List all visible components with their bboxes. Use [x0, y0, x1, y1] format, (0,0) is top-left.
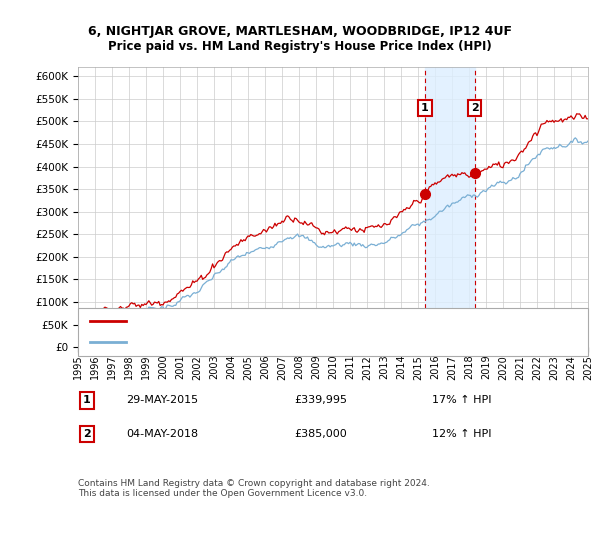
Bar: [425, 67, 475, 347]
Text: HPI: Average price, detached house, East Suffolk: HPI: Average price, detached house, East…: [135, 337, 373, 347]
Text: Contains HM Land Registry data © Crown copyright and database right 2024.
This d: Contains HM Land Registry data © Crown c…: [78, 479, 430, 498]
Text: £339,995: £339,995: [294, 395, 347, 405]
Text: 6, NIGHTJAR GROVE, MARTLESHAM, WOODBRIDGE, IP12 4UF (detached house): 6, NIGHTJAR GROVE, MARTLESHAM, WOODBRIDG…: [135, 316, 521, 326]
Text: 2: 2: [83, 429, 91, 439]
Text: 2: 2: [471, 103, 478, 113]
Text: 17% ↑ HPI: 17% ↑ HPI: [432, 395, 491, 405]
Text: Price paid vs. HM Land Registry's House Price Index (HPI): Price paid vs. HM Land Registry's House …: [108, 40, 492, 53]
Text: 1: 1: [83, 395, 91, 405]
Text: 29-MAY-2015: 29-MAY-2015: [126, 395, 198, 405]
Text: 1: 1: [421, 103, 429, 113]
Text: £385,000: £385,000: [294, 429, 347, 439]
Text: 04-MAY-2018: 04-MAY-2018: [126, 429, 198, 439]
Text: 6, NIGHTJAR GROVE, MARTLESHAM, WOODBRIDGE, IP12 4UF: 6, NIGHTJAR GROVE, MARTLESHAM, WOODBRIDG…: [88, 25, 512, 38]
Text: 12% ↑ HPI: 12% ↑ HPI: [432, 429, 491, 439]
